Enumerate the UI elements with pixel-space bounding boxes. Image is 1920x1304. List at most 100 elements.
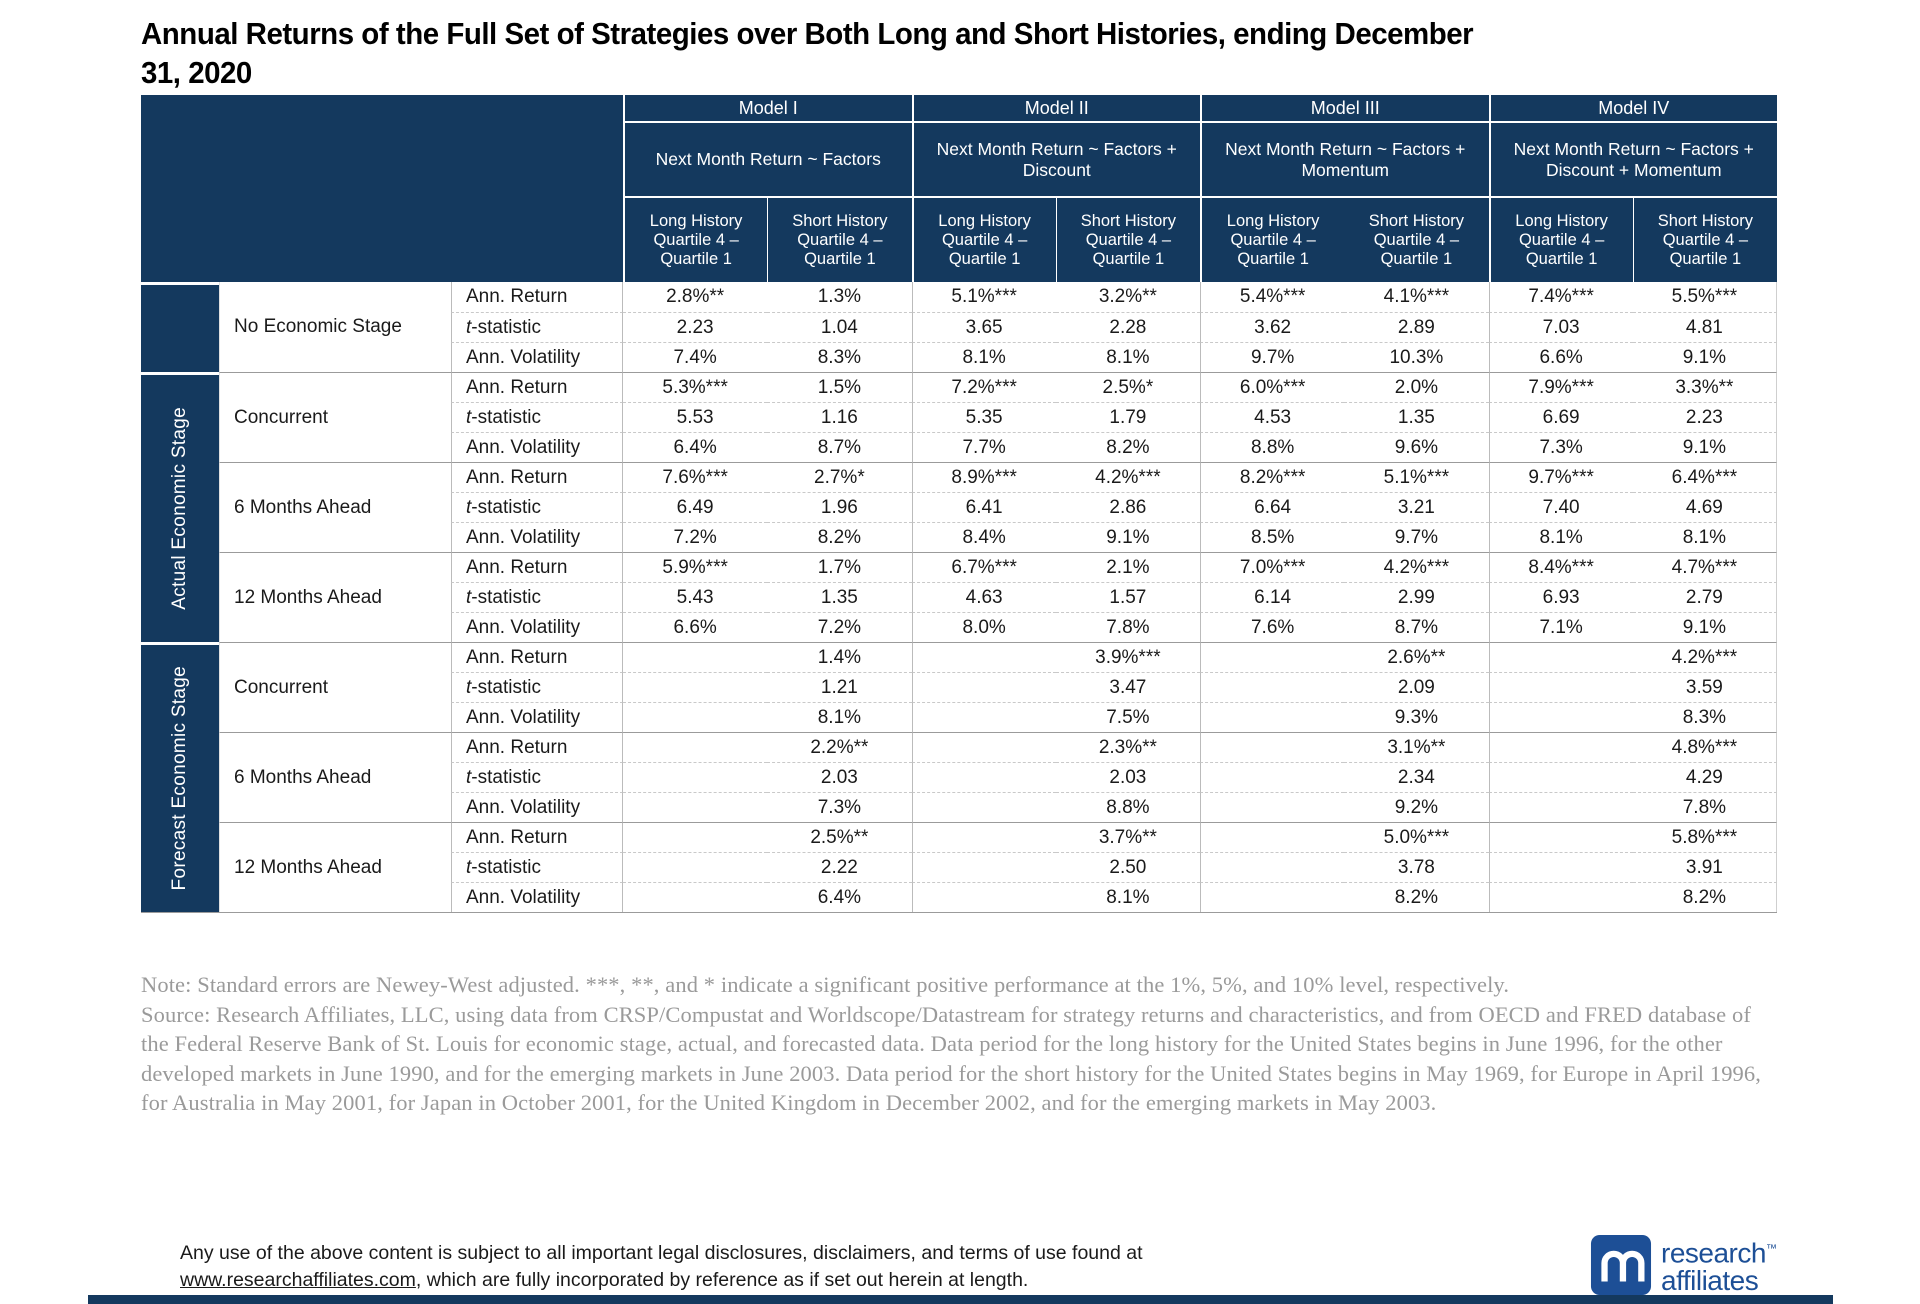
data-cell: 9.7%*** (1488, 462, 1633, 492)
disclaimer-post: , which are fully incorporated by refere… (415, 1269, 1029, 1291)
data-cell: 2.03 (767, 762, 912, 792)
data-cell (623, 672, 768, 702)
data-cell: 3.7%** (1055, 822, 1200, 852)
data-cell: 8.5% (1200, 522, 1345, 552)
data-cell (1200, 822, 1345, 852)
metric-label: Ann. Return (451, 282, 623, 312)
data-cell: 4.63 (911, 582, 1056, 612)
data-cell (623, 762, 768, 792)
model-header-1: Model I (623, 95, 912, 121)
data-cell: 8.7% (1344, 612, 1489, 642)
research-affiliates-logo: research™ affiliates (1590, 1234, 1777, 1297)
metric-label: Ann. Return (451, 372, 623, 402)
data-cell: 9.2% (1344, 792, 1489, 822)
stage-label: No Economic Stage (219, 282, 451, 372)
data-cell: 1.04 (767, 312, 912, 342)
data-cell: 10.3% (1344, 342, 1489, 372)
data-cell (1488, 672, 1633, 702)
data-cell: 5.43 (623, 582, 768, 612)
data-cell: 2.09 (1344, 672, 1489, 702)
metric-label: t -statistic (451, 672, 623, 702)
footnotes: Note: Standard errors are Newey-West adj… (141, 970, 1771, 1118)
researchaffiliates-link[interactable]: www.researchaffiliates.com (180, 1269, 416, 1291)
data-cell: 6.4% (767, 882, 912, 912)
research-affiliates-logo-icon (1590, 1234, 1652, 1296)
data-cell: 8.2% (1344, 882, 1489, 912)
data-cell: 7.40 (1488, 492, 1633, 522)
data-cell: 2.2%** (767, 732, 912, 762)
data-cell: 2.89 (1344, 312, 1489, 342)
data-cell: 1.3% (817, 286, 862, 307)
data-cell: 7.9%*** (1488, 372, 1633, 402)
data-cell: 1.5% (767, 372, 912, 402)
metric-label: Ann. Return (451, 462, 623, 492)
data-cell: 6.6% (1488, 342, 1633, 372)
data-cell: 2.86 (1055, 492, 1200, 522)
data-cell: 7.6%*** (623, 462, 768, 492)
model-header-2: Model II (911, 95, 1200, 121)
metric-label: Ann. Volatility (451, 792, 623, 822)
data-cell: 8.3% (767, 342, 912, 372)
data-cell: 2.6%** (1344, 642, 1489, 672)
data-cell: 4.1%*** (1383, 286, 1450, 307)
data-cell (1488, 852, 1633, 882)
data-cell: 5.1%*** (1344, 462, 1489, 492)
data-cell: 9.1% (1632, 342, 1777, 372)
logo-word-affiliates: affiliates (1661, 1265, 1759, 1297)
logo-wordmark: research™ affiliates (1661, 1235, 1777, 1297)
data-cell: 3.21 (1344, 492, 1489, 522)
data-cell: 4.2%*** (1632, 642, 1777, 672)
data-cell: 5.3%*** (623, 372, 768, 402)
data-cell (1488, 642, 1633, 672)
data-cell: 8.7% (767, 432, 912, 462)
data-cell: 8.4%*** (1488, 552, 1633, 582)
note-line: Note: Standard errors are Newey-West adj… (141, 972, 1510, 997)
data-cell: 4.2%*** (1055, 462, 1200, 492)
data-cell: 2.22 (767, 852, 912, 882)
data-cell (623, 822, 768, 852)
data-cell: 6.7%*** (911, 552, 1056, 582)
data-cell: 1.57 (1055, 582, 1200, 612)
data-cell: 2.0% (1344, 372, 1489, 402)
data-cell: 7.1% (1488, 612, 1633, 642)
data-cell (911, 852, 1056, 882)
data-cell: 9.1% (1632, 432, 1777, 462)
stage-label: 12 Months Ahead (219, 552, 451, 642)
model-formula-4: Next Month Return ~ Factors + Discount +… (1488, 121, 1777, 196)
data-cell (911, 762, 1056, 792)
data-cell: 5.9%*** (623, 552, 768, 582)
data-cell: 3.91 (1632, 852, 1777, 882)
data-cell: 2.23 (623, 312, 768, 342)
metric-label: t -statistic (451, 402, 623, 432)
data-cell: 6.93 (1488, 582, 1633, 612)
data-cell (1200, 702, 1345, 732)
stage-label: Concurrent (219, 642, 451, 732)
data-cell (1200, 642, 1345, 672)
source-line: Source: Research Affiliates, LLC, using … (141, 1001, 1761, 1116)
data-cell: 2.34 (1344, 762, 1489, 792)
metric-label: Ann. Volatility (451, 432, 623, 462)
data-cell: 6.4%*** (1632, 462, 1777, 492)
stage-label: 12 Months Ahead (219, 822, 451, 912)
data-cell: 7.8% (1632, 792, 1777, 822)
data-cell (1488, 762, 1633, 792)
data-cell (911, 702, 1056, 732)
data-cell: 6.64 (1200, 492, 1345, 522)
data-cell: 2.5%* (1055, 372, 1200, 402)
data-cell: 4.53 (1200, 402, 1345, 432)
data-cell: 7.03 (1488, 312, 1633, 342)
legal-disclaimer: Any use of the above content is subject … (180, 1240, 1195, 1294)
history-header-3-short: Short History Quartile 4 – Quartile 1 (1344, 196, 1489, 282)
data-cell: 5.53 (623, 402, 768, 432)
data-cell: 1.7% (767, 552, 912, 582)
data-cell (1488, 702, 1633, 732)
data-cell: 7.2%*** (911, 372, 1056, 402)
table-corner (141, 95, 623, 282)
data-cell: 2.1% (1055, 552, 1200, 582)
stage-label: 6 Months Ahead (219, 462, 451, 552)
data-cell: 4.2%*** (1344, 552, 1489, 582)
data-cell: 8.1% (911, 342, 1056, 372)
metric-label: t -statistic (451, 492, 623, 522)
history-header-4-long: Long History Quartile 4 – Quartile 1 (1488, 196, 1633, 282)
